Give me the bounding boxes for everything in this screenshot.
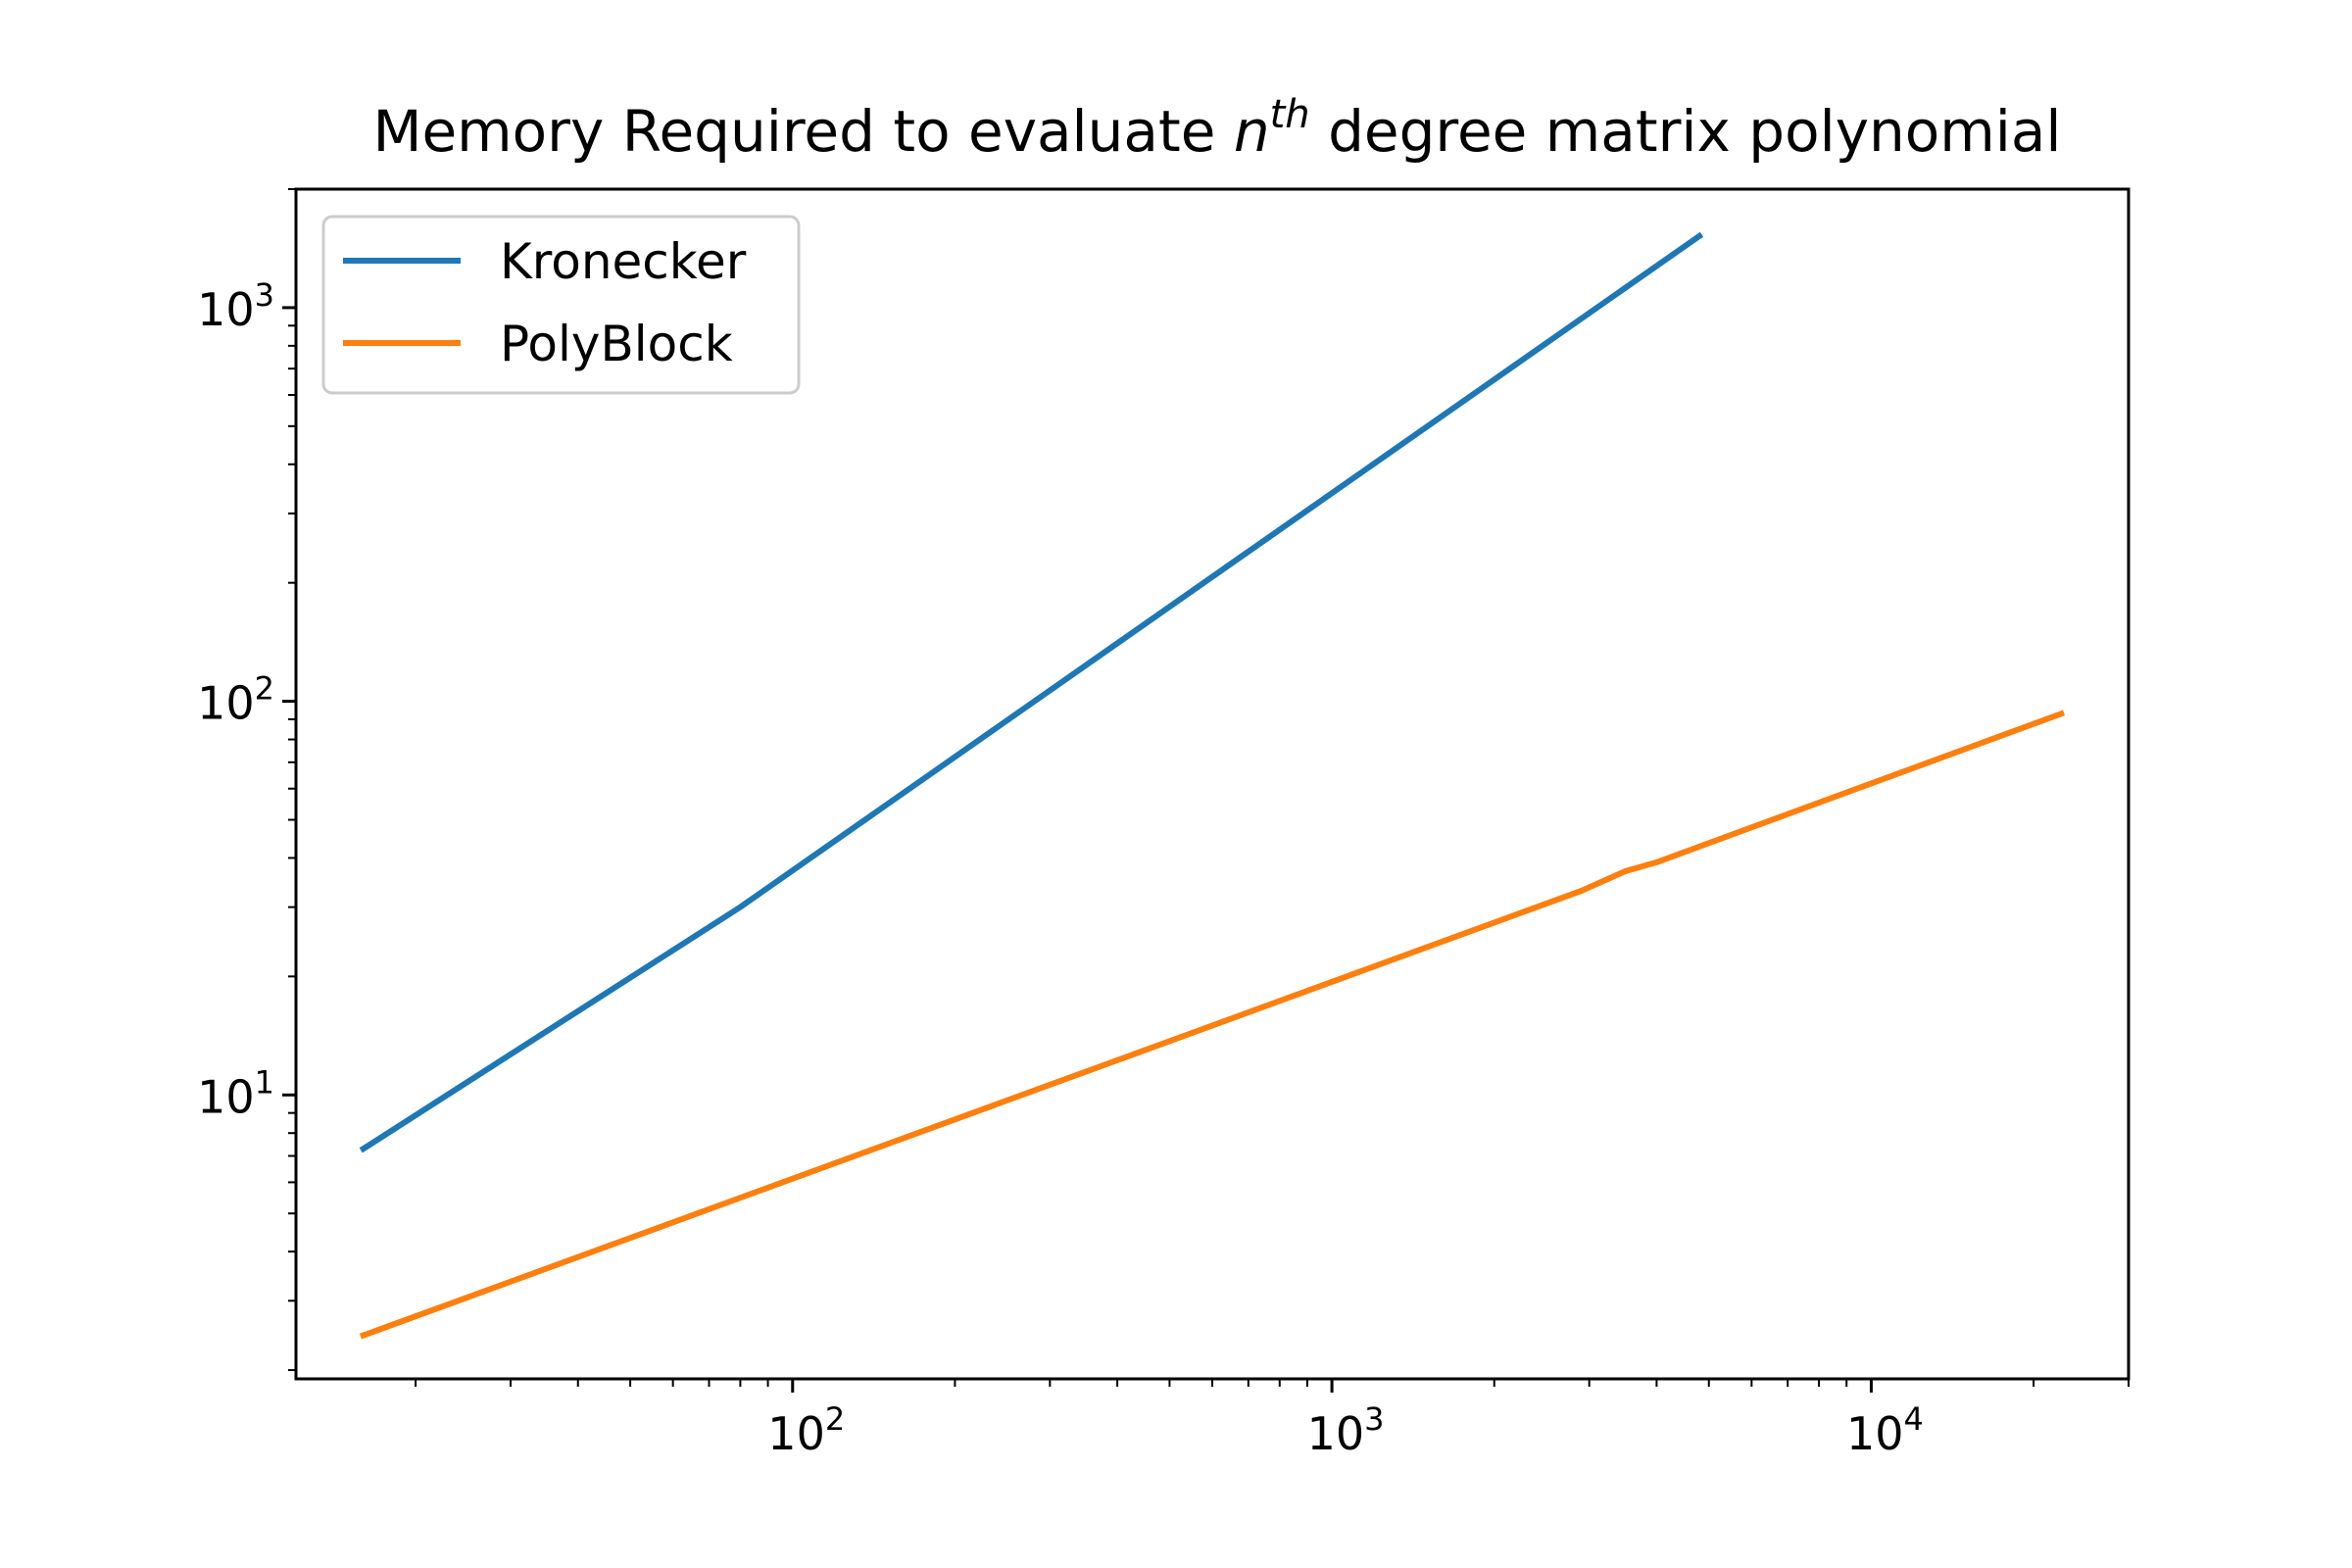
series-line-polyblock xyxy=(359,710,2066,1340)
plot-frame xyxy=(294,187,2131,1381)
y-tick-label: 103 xyxy=(197,276,274,336)
legend-label-kronecker: Kronecker xyxy=(500,233,747,290)
major-ticks: 102 103 104 101 102 103 xyxy=(197,276,1924,1460)
chart-title: Memory Required to evaluate nth degree m… xyxy=(372,92,2061,165)
y-tick-label: 101 xyxy=(197,1063,274,1123)
chart-title-superscript: th xyxy=(1270,92,1310,137)
plot-lines xyxy=(359,231,2066,1340)
chart-title-prefix: Memory Required to evaluate xyxy=(372,98,1233,165)
legend: Kronecker PolyBlock xyxy=(321,215,801,395)
legend-label-polyblock: PolyBlock xyxy=(500,316,733,372)
y-tick-label: 102 xyxy=(197,670,274,730)
x-tick-label: 104 xyxy=(1846,1400,1924,1460)
x-tick-label: 102 xyxy=(767,1400,845,1460)
chart-title-suffix: degree matrix polynomial xyxy=(1310,98,2062,165)
chart-title-variable: n xyxy=(1234,98,1270,165)
series-line-kronecker xyxy=(359,231,1704,1153)
x-tick-label: 103 xyxy=(1307,1400,1385,1460)
